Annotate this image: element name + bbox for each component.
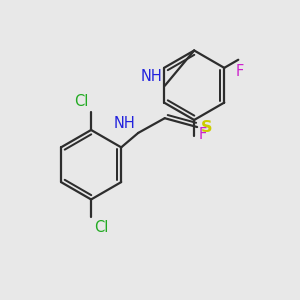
Text: F: F: [236, 64, 244, 79]
Text: NH: NH: [114, 116, 136, 131]
Text: Cl: Cl: [94, 220, 108, 235]
Text: F: F: [199, 127, 207, 142]
Text: S: S: [201, 119, 212, 134]
Text: Cl: Cl: [74, 94, 88, 110]
Text: NH: NH: [141, 69, 162, 84]
